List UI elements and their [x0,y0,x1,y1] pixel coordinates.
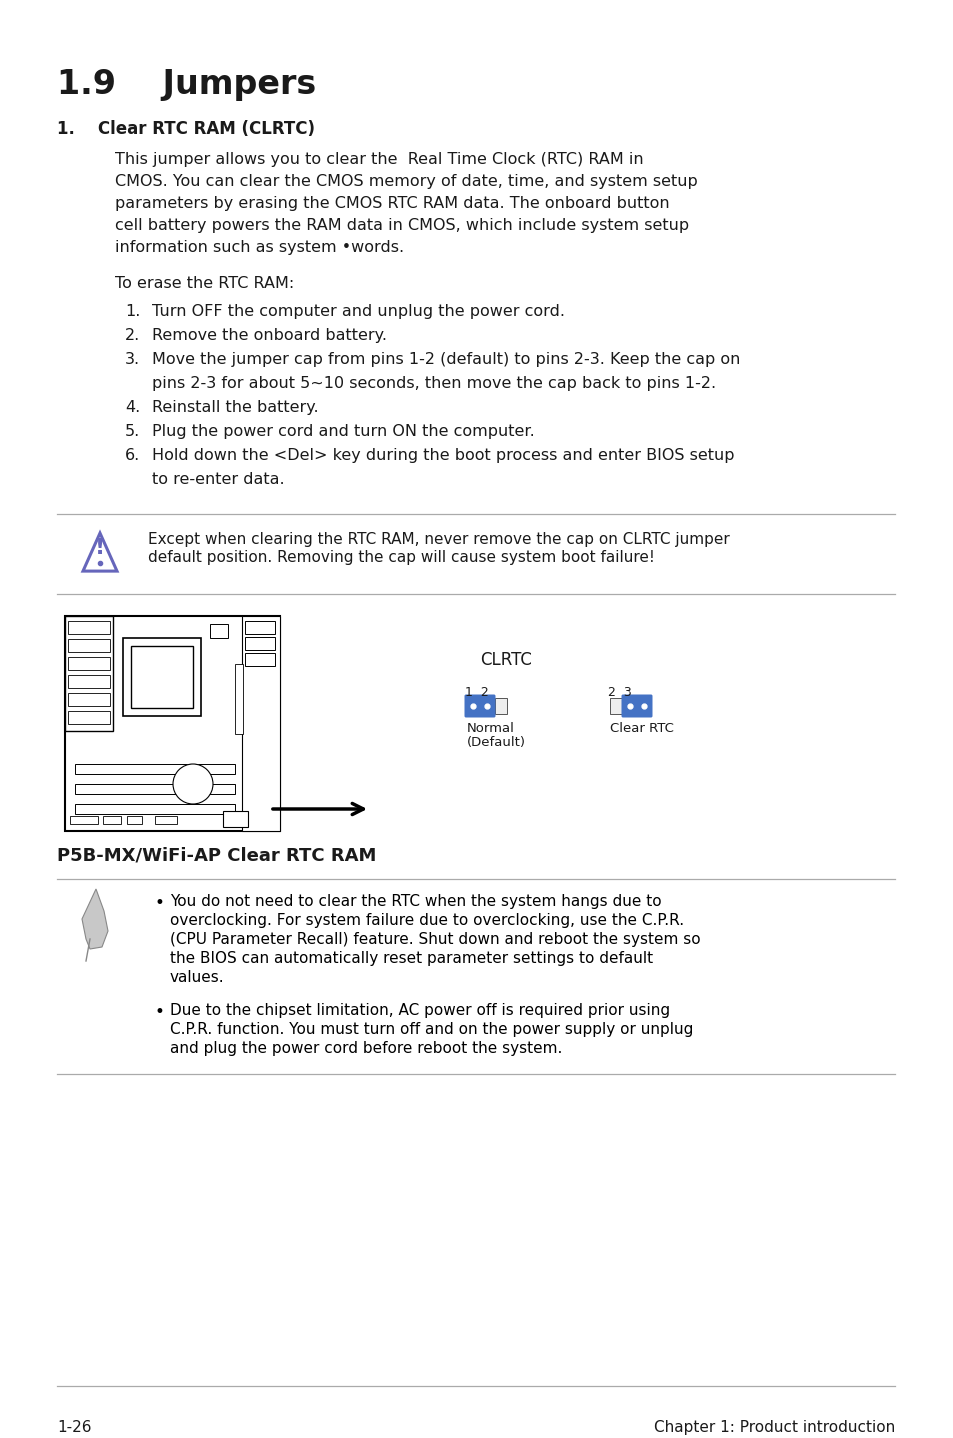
Text: pins 2-3 for about 5~10 seconds, then move the cap back to pins 1-2.: pins 2-3 for about 5~10 seconds, then mo… [152,375,716,391]
Bar [68,674,110,687]
Text: Chapter 1: Product introduction: Chapter 1: Product introduction [653,1419,894,1435]
Bar [154,815,177,824]
Text: Hold down the <Del> key during the boot process and enter BIOS setup: Hold down the <Del> key during the boot … [152,449,734,463]
Text: overclocking. For system failure due to overclocking, use the C.P.R.: overclocking. For system failure due to … [170,913,683,928]
Bar [68,710,110,723]
Text: Remove the onboard battery.: Remove the onboard battery. [152,328,387,344]
Text: cell battery powers the RAM data in CMOS, which include system setup: cell battery powers the RAM data in CMOS… [115,219,688,233]
Text: You do not need to clear the RTC when the system hangs due to: You do not need to clear the RTC when th… [170,894,661,909]
Text: CMOS. You can clear the CMOS memory of date, time, and system setup: CMOS. You can clear the CMOS memory of d… [115,174,697,188]
Text: 1.: 1. [125,303,140,319]
Bar [223,811,248,827]
Text: Plug the power cord and turn ON the computer.: Plug the power cord and turn ON the comp… [152,424,535,439]
Bar [68,657,110,670]
Text: (CPU Parameter Recall) feature. Shut down and reboot the system so: (CPU Parameter Recall) feature. Shut dow… [170,932,700,948]
Text: 1.    Clear RTC RAM (CLRTC): 1. Clear RTC RAM (CLRTC) [57,119,314,138]
Text: P5B-MX/WiFi-AP Clear RTC RAM: P5B-MX/WiFi-AP Clear RTC RAM [57,847,376,866]
Polygon shape [83,533,117,571]
Text: Except when clearing the RTC RAM, never remove the cap on CLRTC jumper: Except when clearing the RTC RAM, never … [148,532,729,546]
Polygon shape [82,889,108,949]
Text: 2.: 2. [125,328,140,344]
Bar [467,697,478,715]
Text: Normal: Normal [467,722,515,735]
Text: default position. Removing the cap will cause system boot failure!: default position. Removing the cap will … [148,549,654,565]
Text: (Default): (Default) [467,736,525,749]
Text: information such as system •words.: information such as system •words. [115,240,404,255]
FancyBboxPatch shape [464,695,495,718]
Bar [245,637,274,650]
Bar [127,815,142,824]
Bar [245,621,274,634]
Bar [123,638,201,716]
Bar [65,615,112,731]
Text: Clear RTC: Clear RTC [609,722,673,735]
Text: This jumper allows you to clear the  Real Time Clock (RTC) RAM in: This jumper allows you to clear the Real… [115,152,643,167]
Text: the BIOS can automatically reset parameter settings to default: the BIOS can automatically reset paramet… [170,951,653,966]
Bar [245,653,274,666]
Bar [242,615,280,831]
Text: Reinstall the battery.: Reinstall the battery. [152,400,318,416]
Text: values.: values. [170,971,224,985]
Bar [623,697,636,715]
Text: Move the jumper cap from pins 1-2 (default) to pins 2-3. Keep the cap on: Move the jumper cap from pins 1-2 (defau… [152,352,740,367]
Text: 1  2: 1 2 [464,686,488,699]
Text: 1-26: 1-26 [57,1419,91,1435]
Text: Turn OFF the computer and unplug the power cord.: Turn OFF the computer and unplug the pow… [152,303,564,319]
Text: 6.: 6. [125,449,140,463]
Circle shape [172,764,213,804]
FancyBboxPatch shape [620,695,652,718]
Bar [68,693,110,706]
Bar [68,638,110,651]
Text: to re-enter data.: to re-enter data. [152,472,284,487]
Text: To erase the RTC RAM:: To erase the RTC RAM: [115,276,294,290]
Text: Due to the chipset limitation, AC power off is required prior using: Due to the chipset limitation, AC power … [170,1002,669,1018]
Text: •: • [154,1002,165,1021]
Bar [638,697,649,715]
Bar [65,615,280,831]
Bar [75,784,234,794]
Bar [68,621,110,634]
Bar [131,646,193,707]
Text: 3.: 3. [125,352,140,367]
Text: 4.: 4. [125,400,140,416]
Bar [234,664,243,733]
Text: •: • [154,894,165,912]
Text: 5.: 5. [125,424,140,439]
Bar [103,815,121,824]
Text: CLRTC: CLRTC [479,651,532,669]
Text: C.P.R. function. You must turn off and on the power supply or unplug: C.P.R. function. You must turn off and o… [170,1022,693,1037]
Text: !: ! [95,538,105,558]
Bar [70,815,98,824]
Bar [495,697,506,715]
Text: 2  3: 2 3 [607,686,631,699]
Bar [480,697,493,715]
Text: parameters by erasing the CMOS RTC RAM data. The onboard button: parameters by erasing the CMOS RTC RAM d… [115,196,669,211]
Text: 1.9    Jumpers: 1.9 Jumpers [57,68,315,101]
Bar [75,764,234,774]
Bar [75,804,234,814]
Bar [210,624,228,638]
Bar [609,697,621,715]
Text: and plug the power cord before reboot the system.: and plug the power cord before reboot th… [170,1041,561,1055]
